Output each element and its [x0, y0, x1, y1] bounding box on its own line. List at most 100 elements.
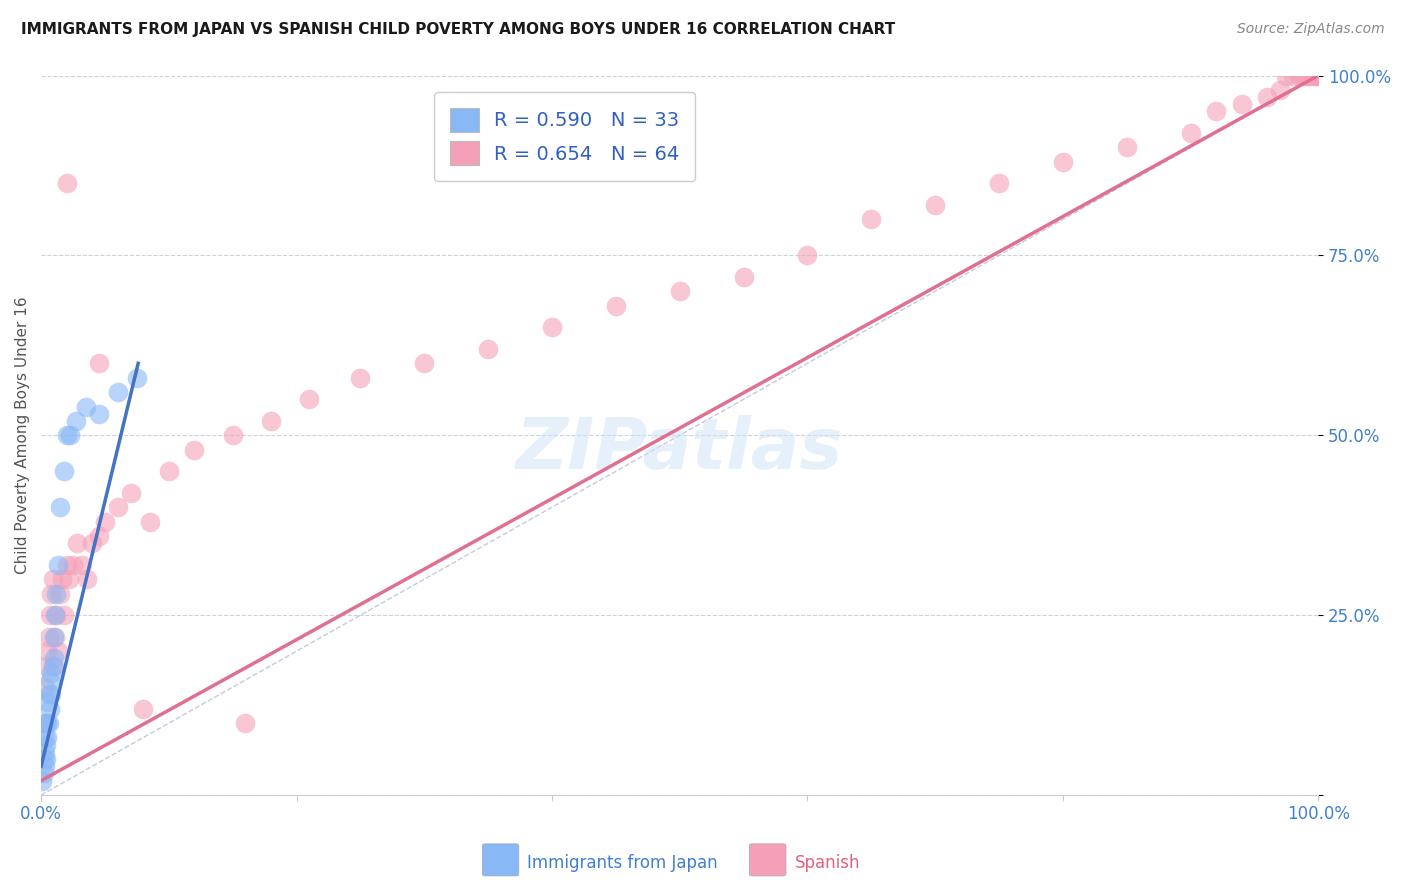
Point: [66, 536, 89, 550]
Legend: R = 0.590   N = 33, R = 0.654   N = 64: R = 0.590 N = 33, R = 0.654 N = 64: [434, 93, 695, 181]
Point: [49, 586, 72, 600]
Point: [51, 572, 73, 586]
Point: [34, 680, 56, 694]
Point: [37, 716, 59, 731]
Point: [413, 356, 436, 370]
Text: IMMIGRANTS FROM JAPAN VS SPANISH CHILD POVERTY AMONG BOYS UNDER 16 CORRELATION C: IMMIGRANTS FROM JAPAN VS SPANISH CHILD P…: [21, 22, 896, 37]
Point: [87, 356, 110, 370]
Point: [65, 414, 87, 428]
Text: Immigrants from Japan: Immigrants from Japan: [527, 854, 718, 871]
Point: [35, 752, 58, 766]
Point: [31, 773, 53, 788]
Point: [605, 299, 627, 313]
Point: [41, 687, 63, 701]
Point: [157, 464, 180, 478]
Point: [1305, 69, 1327, 83]
Point: [1275, 69, 1298, 83]
Point: [988, 177, 1011, 191]
Point: [1281, 69, 1303, 83]
Point: [62, 558, 84, 572]
Point: [53, 464, 76, 478]
Point: [477, 342, 499, 356]
Point: [42, 651, 65, 665]
Point: [298, 392, 321, 407]
Point: [349, 370, 371, 384]
Point: [39, 673, 62, 687]
Point: [1295, 69, 1317, 83]
Point: [46, 644, 69, 658]
Point: [45, 586, 67, 600]
Point: [49, 500, 72, 515]
Point: [53, 608, 76, 623]
Point: [87, 529, 110, 543]
Point: [37, 731, 59, 745]
Point: [44, 630, 66, 644]
Point: [107, 500, 129, 515]
Point: [55, 177, 77, 191]
Point: [1298, 69, 1320, 83]
Text: Source: ZipAtlas.com: Source: ZipAtlas.com: [1237, 22, 1385, 37]
Point: [41, 658, 63, 673]
Point: [1256, 90, 1278, 104]
Point: [138, 515, 160, 529]
Point: [75, 400, 97, 414]
Point: [1301, 69, 1323, 83]
Point: [32, 752, 55, 766]
Point: [35, 658, 58, 673]
Point: [1308, 69, 1330, 83]
Y-axis label: Child Poverty Among Boys Under 16: Child Poverty Among Boys Under 16: [15, 296, 30, 574]
Point: [221, 428, 243, 442]
Point: [38, 630, 60, 644]
Point: [82, 536, 104, 550]
Point: [120, 486, 142, 500]
Point: [260, 414, 283, 428]
Point: [924, 198, 946, 212]
Point: [1052, 154, 1074, 169]
Point: [38, 716, 60, 731]
Point: [32, 766, 55, 780]
Point: [125, 370, 148, 384]
Point: [87, 407, 110, 421]
Point: [235, 716, 257, 731]
Point: [58, 572, 80, 586]
Point: [1288, 69, 1310, 83]
Point: [132, 702, 155, 716]
Point: [668, 285, 690, 299]
Point: [55, 558, 77, 572]
Point: [34, 731, 56, 745]
Point: [37, 644, 59, 658]
Point: [183, 442, 205, 457]
Point: [41, 572, 63, 586]
Point: [41, 586, 63, 600]
Point: [76, 572, 98, 586]
Point: [1205, 104, 1227, 119]
Point: [46, 558, 69, 572]
Point: [32, 716, 55, 731]
Point: [37, 694, 59, 708]
Point: [1268, 83, 1291, 97]
Point: [796, 248, 818, 262]
Point: [70, 558, 93, 572]
Point: [541, 320, 564, 334]
Point: [55, 428, 77, 442]
Point: [1292, 69, 1315, 83]
Point: [35, 716, 58, 731]
Point: [34, 745, 56, 759]
Point: [39, 702, 62, 716]
Point: [44, 608, 66, 623]
Point: [39, 608, 62, 623]
Point: [59, 428, 82, 442]
Point: [34, 759, 56, 773]
Point: [41, 665, 63, 680]
Point: [1230, 97, 1253, 112]
Text: ZIPatlas: ZIPatlas: [516, 415, 844, 484]
Point: [35, 738, 58, 752]
Point: [860, 212, 883, 227]
Point: [94, 515, 117, 529]
Point: [107, 385, 129, 400]
Point: [38, 687, 60, 701]
Text: Spanish: Spanish: [794, 854, 860, 871]
Point: [1115, 140, 1137, 154]
Point: [1180, 126, 1202, 140]
Point: [733, 270, 755, 285]
